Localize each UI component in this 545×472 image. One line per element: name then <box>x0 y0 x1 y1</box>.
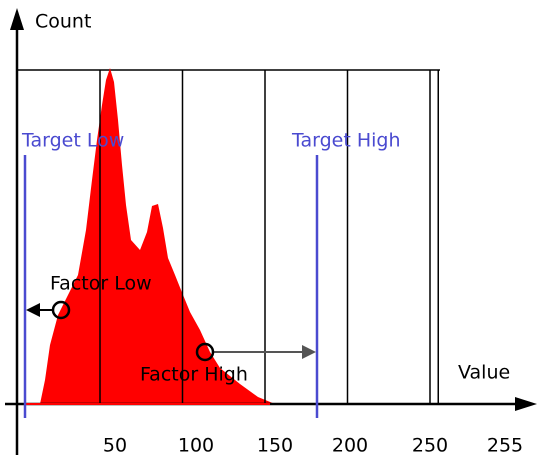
histogram-shape <box>40 68 275 404</box>
factor-high-handle[interactable] <box>195 342 215 362</box>
y-axis-arrow <box>10 8 24 30</box>
x-tick-label: 150 <box>257 435 293 457</box>
x-tick-label: 50 <box>103 435 127 457</box>
x-tick-label: 255 <box>487 435 523 457</box>
y-axis-label: Count <box>35 11 91 33</box>
factor-high-label: Factor High <box>140 364 248 386</box>
x-tick-label: 250 <box>412 435 448 457</box>
target-high-label: Target High <box>291 130 401 152</box>
factor-low-handle[interactable] <box>51 300 71 320</box>
x-tick-label: 100 <box>178 435 214 457</box>
factor-low-arrowhead <box>26 303 40 317</box>
target-low-label: Target Low <box>21 130 124 152</box>
factor-low-label: Factor Low <box>50 273 152 295</box>
x-tick-label: 200 <box>332 435 368 457</box>
factor-high-arrowhead <box>302 345 316 359</box>
x-axis-arrow <box>515 397 537 411</box>
x-axis-label: Value <box>458 362 510 384</box>
